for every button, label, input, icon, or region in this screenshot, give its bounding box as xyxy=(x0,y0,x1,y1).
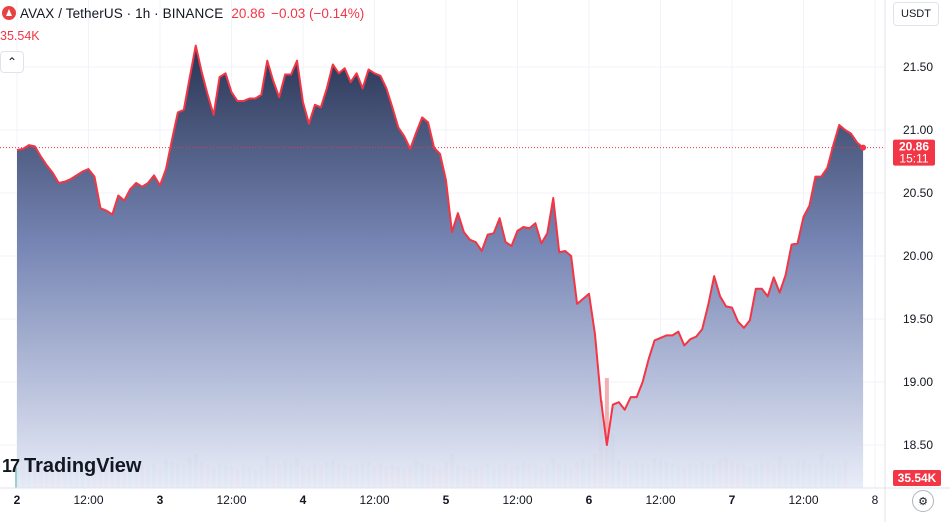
countdown-text: 15:11 xyxy=(899,152,928,166)
x-tick-label: 12:00 xyxy=(645,493,675,507)
x-tick-label: 4 xyxy=(300,493,307,507)
last-price-tag xyxy=(893,139,935,166)
volume-tag xyxy=(893,470,941,486)
x-tick-label: 12:00 xyxy=(359,493,389,507)
x-tick-label: 12:00 xyxy=(788,493,818,507)
symbol-title[interactable]: AVAX / TetherUS · 1h · BINANCE xyxy=(20,5,224,21)
x-tick-label: 7 xyxy=(729,493,736,507)
volume-bar xyxy=(604,378,609,488)
header-price: 20.86 xyxy=(231,5,266,21)
tradingview-logo[interactable]: 17 TradingView xyxy=(2,455,141,478)
x-tick-label: 12:00 xyxy=(73,493,103,507)
volume-tag-text: 35.54K xyxy=(898,471,937,485)
y-tick-label: 18.50 xyxy=(903,438,933,452)
currency-selector[interactable]: USDT xyxy=(893,2,939,26)
y-tick-label: 20.50 xyxy=(903,186,933,200)
x-tick-label: 6 xyxy=(586,493,593,507)
y-tick-label: 21.50 xyxy=(903,60,933,74)
x-tick-label: 5 xyxy=(443,493,450,507)
price-area-fill xyxy=(17,45,864,488)
x-tick-label: 2 xyxy=(14,493,21,507)
x-tick-label: 12:00 xyxy=(216,493,246,507)
tradingview-mark-icon: 17 xyxy=(2,456,20,476)
y-tick-label: 19.50 xyxy=(903,312,933,326)
tradingview-wordmark: TradingView xyxy=(24,455,142,477)
y-tick-label: 21.00 xyxy=(903,123,933,137)
y-tick-label: 19.00 xyxy=(903,375,933,389)
x-tick-label: 3 xyxy=(157,493,164,507)
x-tick-label: 12:00 xyxy=(502,493,532,507)
header-change: −0.03 (−0.14%) xyxy=(271,5,365,21)
y-tick-label: 20.00 xyxy=(903,249,933,263)
last-price-tag-text: 20.86 xyxy=(899,140,929,154)
last-price-dot xyxy=(860,144,867,151)
settings-gear-icon[interactable]: ⚙ xyxy=(912,490,934,512)
avax-logo-icon xyxy=(2,6,16,20)
price-line xyxy=(16,44,864,446)
symbol-header[interactable]: AVAX / TetherUS · 1h · BINANCE 20.86 −0.… xyxy=(2,4,364,22)
chevron-up-icon: ⌃ xyxy=(6,55,18,69)
x-tick-label: 8 xyxy=(872,493,879,507)
volume-legend-value: 35.54K xyxy=(0,29,40,43)
collapse-legend-button[interactable]: ⌃ xyxy=(0,51,24,73)
